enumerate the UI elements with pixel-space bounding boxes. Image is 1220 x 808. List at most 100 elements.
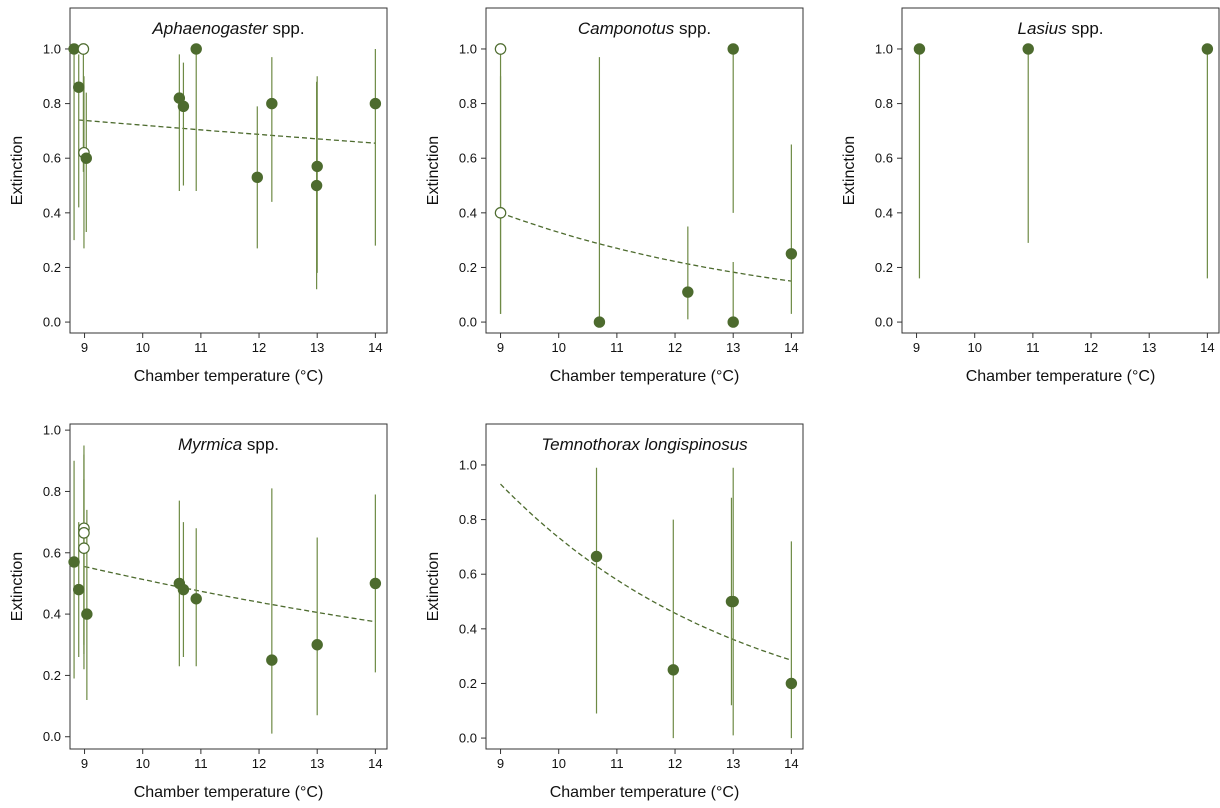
x-tick-label: 14 — [1200, 340, 1214, 355]
x-tick-label: 13 — [310, 340, 324, 355]
fitted-trend-line — [500, 212, 792, 282]
data-point-open — [78, 527, 90, 539]
data-point — [1201, 43, 1214, 55]
y-tick-label: 0.8 — [459, 96, 477, 111]
data-point — [80, 152, 92, 164]
plot-frame — [69, 423, 388, 750]
data-point — [266, 654, 278, 666]
data-point-open — [78, 542, 90, 554]
y-tick-label: 1.0 — [459, 457, 477, 472]
panel-title: Temnothorax longispinosus — [541, 435, 748, 454]
data-point — [593, 316, 606, 328]
panel-title-suffix: spp. — [1067, 19, 1104, 38]
y-tick-label: 0.0 — [459, 315, 477, 330]
x-tick-label: 12 — [252, 756, 266, 771]
y-axis-label: Extinction — [9, 552, 26, 621]
x-tick-label: 11 — [194, 756, 208, 771]
y-axis-label: Extinction — [9, 136, 26, 205]
y-tick-label: 0.4 — [459, 205, 477, 220]
data-point — [81, 608, 93, 620]
data-point — [68, 556, 80, 568]
x-tick-label: 9 — [913, 340, 920, 355]
y-tick-label: 1.0 — [43, 41, 61, 56]
x-tick-label: 11 — [194, 340, 208, 355]
data-point — [727, 316, 739, 328]
y-axis-label: Extinction — [425, 552, 442, 621]
y-axis-label: Extinction — [841, 136, 858, 205]
panel-title-taxon: Aphaenogaster — [151, 19, 269, 38]
y-tick-label: 0.0 — [43, 315, 61, 330]
data-point — [177, 583, 190, 596]
panel-title: Lasius spp. — [1018, 19, 1104, 38]
y-tick-label: 0.6 — [43, 151, 61, 166]
panel-title-suffix: spp. — [242, 435, 279, 454]
y-tick-label: 0.2 — [459, 260, 477, 275]
x-tick-label: 10 — [135, 756, 149, 771]
data-point — [266, 97, 278, 110]
y-tick-label: 0.8 — [875, 96, 893, 111]
plot-area — [499, 48, 792, 323]
y-tick-label: 0.0 — [43, 729, 61, 744]
y-tick-label: 0.6 — [43, 545, 61, 560]
plot-area — [73, 445, 376, 734]
data-point — [369, 97, 382, 110]
y-tick-label: 0.8 — [43, 484, 61, 499]
panel-5: 9 10 11 12 13 14 0.0 0.2 0.4 0.6 0.8 1.0 Chamber tem… — [425, 423, 804, 801]
panel-title-taxon: Camponotus — [578, 19, 675, 38]
x-tick-label: 14 — [784, 756, 798, 771]
x-tick-label: 13 — [726, 340, 740, 355]
data-point — [667, 664, 679, 676]
y-tick-label: 0.0 — [459, 731, 477, 746]
x-tick-label: 12 — [668, 340, 682, 355]
x-axis-label: Chamber temperature (°C) — [134, 784, 324, 801]
panel-title-taxon: Lasius — [1018, 19, 1068, 38]
x-tick-label: 14 — [368, 756, 382, 771]
x-tick-label: 10 — [551, 340, 565, 355]
data-point-open — [494, 43, 507, 55]
y-tick-label: 0.2 — [875, 260, 893, 275]
x-tick-label: 14 — [784, 340, 798, 355]
data-point — [190, 593, 202, 605]
y-tick-label: 0.4 — [875, 205, 893, 220]
data-point — [311, 639, 323, 651]
panel-4: 9 10 11 12 13 14 0.0 0.2 0.4 0.6 0.8 1.0 Chamber tem… — [9, 423, 388, 801]
x-tick-label: 9 — [497, 756, 504, 771]
plot-area — [918, 48, 1208, 279]
plot-area — [500, 467, 792, 739]
data-point — [251, 171, 263, 184]
x-tick-label: 14 — [368, 340, 382, 355]
fitted-trend-line — [500, 483, 792, 661]
data-point — [310, 179, 323, 192]
x-tick-label: 11 — [1026, 340, 1040, 355]
x-tick-label: 12 — [252, 340, 266, 355]
y-tick-label: 0.6 — [875, 151, 893, 166]
plot-frame — [485, 423, 804, 750]
plot-frame — [901, 7, 1220, 334]
x-tick-label: 10 — [135, 340, 149, 355]
data-point — [590, 550, 603, 563]
y-tick-label: 1.0 — [43, 423, 61, 438]
x-tick-label: 12 — [668, 756, 682, 771]
y-tick-label: 0.8 — [459, 512, 477, 527]
x-axis-label: Chamber temperature (°C) — [966, 368, 1156, 385]
panel-1: 9 10 11 12 13 14 0.0 0.2 0.4 0.6 0.8 1.0 Chamber tem… — [9, 7, 388, 385]
x-tick-label: 13 — [1142, 340, 1156, 355]
panel-title-suffix: spp. — [268, 19, 305, 38]
x-tick-label: 9 — [81, 756, 88, 771]
data-point-open — [494, 207, 507, 219]
panel-3: 9 10 11 12 13 14 0.0 0.2 0.4 0.6 0.8 1.0 Chamber tem… — [841, 7, 1220, 385]
data-point — [311, 160, 323, 173]
y-tick-label: 1.0 — [875, 41, 893, 56]
data-point — [73, 81, 85, 93]
panel-2: 9 10 11 12 13 14 0.0 0.2 0.4 0.6 0.8 1.0 Chamber tem… — [425, 7, 804, 385]
data-point — [727, 595, 739, 608]
panel-title-suffix: spp. — [674, 19, 711, 38]
fitted-trend-line — [84, 565, 376, 623]
plot-frame — [69, 7, 388, 334]
panel-title: Myrmica spp. — [178, 435, 279, 454]
y-tick-label: 0.4 — [459, 621, 477, 636]
y-tick-label: 0.8 — [43, 96, 61, 111]
data-point — [913, 43, 926, 55]
y-axis-label: Extinction — [425, 136, 442, 205]
